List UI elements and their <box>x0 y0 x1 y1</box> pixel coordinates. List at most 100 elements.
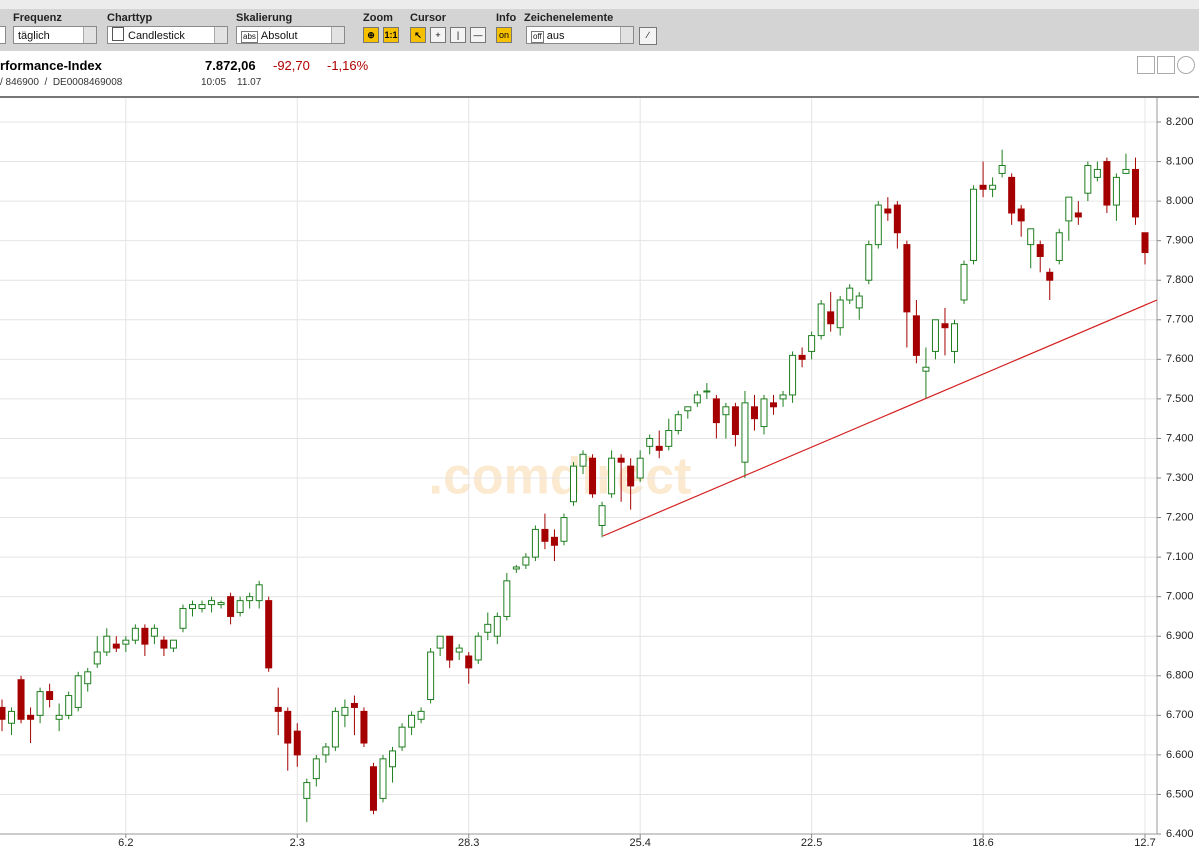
dropdown[interactable] <box>0 26 6 44</box>
zoom-reset[interactable]: 1:1 <box>383 27 399 43</box>
candle-body-up <box>236 600 244 613</box>
top-strip <box>0 0 1199 9</box>
candle-body-down <box>884 208 892 214</box>
dropdown-value: Candlestick <box>128 30 185 42</box>
chart-icon[interactable] <box>1137 56 1155 74</box>
pencil-button[interactable]: ∕ <box>639 27 657 45</box>
dropdown[interactable]: abs Absolut <box>236 26 345 44</box>
candle-body-up <box>189 604 196 610</box>
candle-body-down <box>160 639 168 649</box>
candle-body-up <box>960 263 968 301</box>
candle-body-up <box>989 184 997 190</box>
candle-body-down <box>550 536 558 546</box>
candle-body-up <box>703 390 711 393</box>
y-tick-label: 7.100 <box>1166 551 1194 563</box>
cursor-cross[interactable]: + <box>430 27 446 43</box>
candle-body-up <box>531 528 539 558</box>
candle-body-down <box>446 635 454 661</box>
candle-body-up <box>322 746 330 756</box>
candle-body-up <box>74 675 82 708</box>
dropdown-value: Absolut <box>260 30 298 42</box>
x-tick-label: 25.4 <box>629 837 650 849</box>
change-pct: -1,16% <box>327 58 369 73</box>
off-icon: off <box>531 31 544 43</box>
candle-body-down <box>1008 176 1016 214</box>
candle-body-up <box>341 706 349 716</box>
candle-body-up <box>427 651 435 701</box>
candle-body-up <box>131 627 139 641</box>
news-icon[interactable] <box>1157 56 1175 74</box>
candle-body-up <box>951 323 958 352</box>
candle-body-up <box>789 354 797 396</box>
dropdown-value: täglich <box>18 30 50 42</box>
candle-body-down <box>293 730 301 756</box>
instrument-ids: / 846900 / DE0008469008 <box>0 77 123 88</box>
date: 11.07 <box>237 77 262 88</box>
candle-body-down <box>1141 232 1149 254</box>
candle-body-up <box>817 303 825 337</box>
candle-body-down <box>827 311 835 325</box>
candle-body-up <box>484 623 492 633</box>
candle-body-up <box>560 517 568 542</box>
dropdown[interactable]: off aus <box>526 26 634 44</box>
y-tick-label: 7.400 <box>1166 432 1194 444</box>
candle-body-down <box>465 655 473 669</box>
candle-body-up <box>1084 165 1092 194</box>
candle-body-up <box>436 635 444 649</box>
label: Zeichenelemente <box>524 12 614 24</box>
candle-body-up <box>474 635 482 661</box>
label: Charttyp <box>107 12 153 24</box>
candle-body-up <box>998 165 1006 174</box>
candle-body-up <box>493 615 501 637</box>
candle-body-down <box>369 766 377 811</box>
candle-body-up <box>846 287 854 301</box>
y-tick-label: 6.500 <box>1166 788 1194 800</box>
candle-body-up <box>398 726 406 748</box>
dropdown-arrow <box>83 27 96 43</box>
candle-body-up <box>246 596 254 602</box>
candle-body-up <box>1093 168 1101 178</box>
dropdown-value: aus <box>546 30 565 42</box>
cursor-horizontal[interactable]: — <box>470 27 486 43</box>
candle-body-down <box>1131 168 1139 218</box>
cursor-vertical[interactable]: | <box>450 27 466 43</box>
cursor-arrow[interactable]: ↖ <box>410 27 426 43</box>
candle-body-up <box>8 710 16 724</box>
candle-body-up <box>1027 228 1035 246</box>
clock-icon[interactable] <box>1177 56 1195 74</box>
dropdown-arrow <box>331 27 344 43</box>
candle-body-up <box>55 714 63 720</box>
y-tick-label: 7.600 <box>1166 353 1194 365</box>
candle-body-down <box>1046 271 1054 281</box>
candle-body-down <box>589 457 597 495</box>
candle-body-up <box>312 758 320 780</box>
candle-body-up <box>122 639 130 645</box>
candle-body-down <box>979 184 987 190</box>
candle-body-down <box>0 706 6 720</box>
candle-body-up <box>379 758 387 799</box>
dropdown-arrow <box>620 27 633 43</box>
candle-body-up <box>931 319 939 352</box>
candle-body-up <box>417 710 425 720</box>
dropdown[interactable]: Candlestick <box>107 26 228 44</box>
candle-body-down <box>712 398 720 424</box>
y-tick-label: 7.800 <box>1166 274 1194 286</box>
zoom-button[interactable]: ⊕ <box>363 27 379 43</box>
candle-body-up <box>198 604 206 610</box>
candle-body-down <box>274 706 282 712</box>
candle-body-down <box>46 691 54 701</box>
candle-body-up <box>608 457 616 495</box>
candle-body-down <box>1017 208 1025 222</box>
info-toggle[interactable]: on <box>496 27 512 43</box>
candle-body-down <box>227 596 235 617</box>
trend-line <box>602 299 1158 537</box>
y-tick-label: 6.900 <box>1166 630 1194 642</box>
candle-body-down <box>27 714 35 720</box>
candle-body-up <box>503 580 511 617</box>
candle-body-down <box>627 465 635 487</box>
label: Frequenz <box>13 12 62 24</box>
dropdown[interactable]: täglich <box>13 26 97 44</box>
candle-body-up <box>455 647 463 653</box>
y-tick-label: 7.700 <box>1166 314 1194 326</box>
